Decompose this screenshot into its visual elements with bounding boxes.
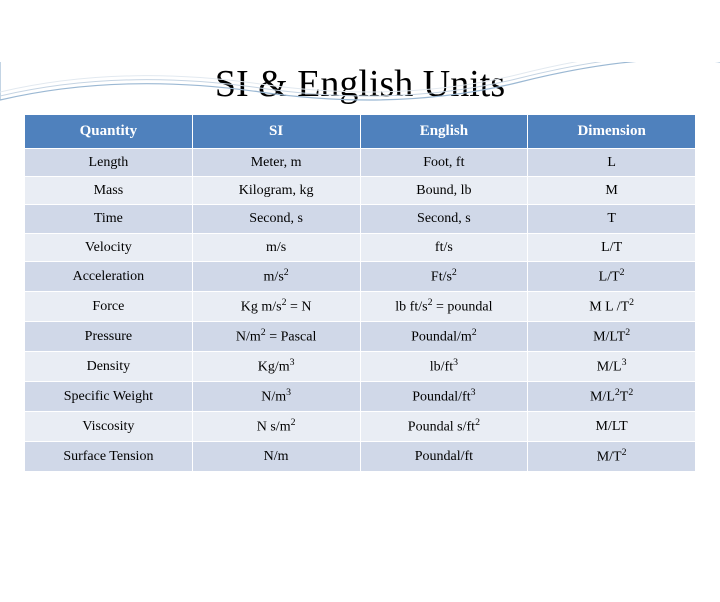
table-cell: Specific Weight [25,382,193,412]
page-title: SI & English Units [0,62,720,106]
table-cell: M/L3 [528,352,696,382]
table-row: PressureN/m2 = PascalPoundal/m2M/LT2 [25,322,696,352]
table-header-row: Quantity SI English Dimension [25,115,696,149]
table-row: ForceKg m/s2 = Nlb ft/s2 = poundalM L /T… [25,292,696,322]
col-english: English [360,115,528,149]
table-cell: Velocity [25,233,193,261]
table-row: LengthMeter, mFoot, ftL [25,148,696,176]
table-body: LengthMeter, mFoot, ftLMassKilogram, kgB… [25,148,696,472]
table-cell: Kilogram, kg [192,176,360,204]
table-cell: M/LT [528,412,696,442]
table-cell: Acceleration [25,262,193,292]
table-row: DensityKg/m3lb/ft3M/L3 [25,352,696,382]
table-cell: Meter, m [192,148,360,176]
table-cell: Kg/m3 [192,352,360,382]
table-cell: M/LT2 [528,322,696,352]
table-row: Surface TensionN/mPoundal/ftM/T2 [25,442,696,472]
table-cell: Poundal/m2 [360,322,528,352]
col-quantity: Quantity [25,115,193,149]
table-cell: Second, s [192,205,360,233]
col-dimension: Dimension [528,115,696,149]
table-cell: lb/ft3 [360,352,528,382]
table-cell: Surface Tension [25,442,193,472]
table-row: Specific WeightN/m3Poundal/ft3M/L2T2 [25,382,696,412]
table-cell: Viscosity [25,412,193,442]
table-cell: Density [25,352,193,382]
table-cell: L/T [528,233,696,261]
table-cell: L [528,148,696,176]
table-cell: ft/s [360,233,528,261]
table-cell: N/m2 = Pascal [192,322,360,352]
table-cell: m/s2 [192,262,360,292]
table-cell: Poundal s/ft2 [360,412,528,442]
table-cell: Ft/s2 [360,262,528,292]
table-cell: M/L2T2 [528,382,696,412]
units-table: Quantity SI English Dimension LengthMete… [24,114,696,472]
table-cell: Bound, lb [360,176,528,204]
table-row: ViscosityN s/m2Poundal s/ft2M/LT [25,412,696,442]
table-cell: Second, s [360,205,528,233]
table-cell: M L /T2 [528,292,696,322]
table-cell: N s/m2 [192,412,360,442]
col-si: SI [192,115,360,149]
table-cell: Mass [25,176,193,204]
table-cell: L/T2 [528,262,696,292]
units-table-container: Quantity SI English Dimension LengthMete… [24,114,696,472]
table-cell: m/s [192,233,360,261]
table-cell: T [528,205,696,233]
table-cell: N/m [192,442,360,472]
table-cell: M/T2 [528,442,696,472]
table-row: Velocitym/sft/sL/T [25,233,696,261]
table-row: Accelerationm/s2Ft/s2L/T2 [25,262,696,292]
table-cell: N/m3 [192,382,360,412]
table-cell: Pressure [25,322,193,352]
table-cell: Length [25,148,193,176]
table-cell: Poundal/ft [360,442,528,472]
table-cell: Kg m/s2 = N [192,292,360,322]
table-cell: Poundal/ft3 [360,382,528,412]
table-cell: Force [25,292,193,322]
table-row: MassKilogram, kgBound, lbM [25,176,696,204]
table-cell: lb ft/s2 = poundal [360,292,528,322]
table-cell: Time [25,205,193,233]
table-cell: M [528,176,696,204]
table-cell: Foot, ft [360,148,528,176]
table-row: TimeSecond, sSecond, sT [25,205,696,233]
